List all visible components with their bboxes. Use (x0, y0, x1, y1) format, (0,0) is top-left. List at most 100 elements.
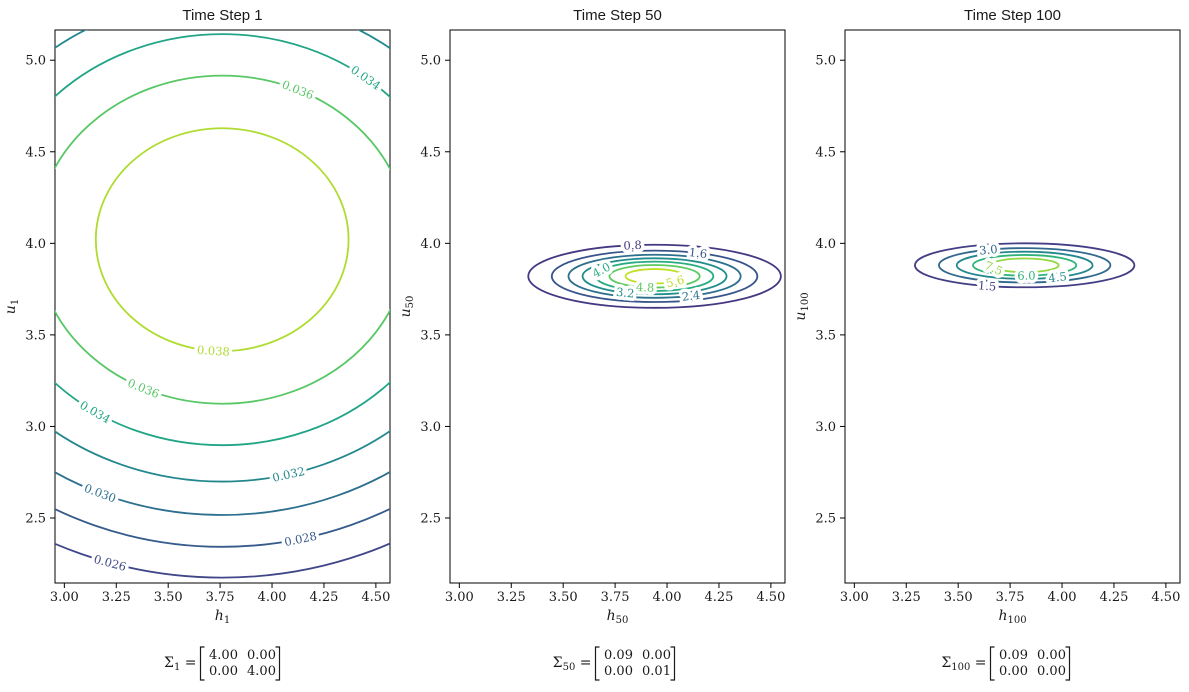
contour-label: 5.6 (665, 272, 686, 290)
chart-2: Time Step 503.00 3.25 3.50 3.75 4.00 4.25 4.50… (398, 7, 786, 681)
y-tick-label: 3.0 (420, 420, 441, 435)
contour-label: 0.8 (623, 238, 642, 253)
contour-label-halo: 0.8 (623, 238, 642, 253)
chart-title: Time Step 100 (964, 7, 1061, 24)
contour-lines: 0.80.8 1.61.62.42.43.23.24.04.04.84.8 5.65… (527, 234, 782, 309)
matrix-bracket-left (199, 646, 205, 681)
contour-label: 4.8 (636, 280, 655, 295)
y-tick-label: 2.5 (25, 511, 46, 526)
contour-label: 3.2 (615, 285, 635, 301)
contour-level-0.028 (55, 507, 390, 548)
x-tick-label: 3.25 (892, 590, 921, 605)
contour-label-halo: 4.8 (636, 280, 655, 295)
matrix-cell-1-0: 0.00 (604, 664, 633, 679)
y-axis-label: u50 (398, 296, 416, 318)
x-tick-label: 3.50 (549, 590, 578, 605)
y-tick-label: 2.5 (815, 511, 836, 526)
chart-title: Time Step 50 (573, 7, 662, 24)
contour-lines: 1.51.53.03.04.54.56.06.07.57.5 (914, 238, 1136, 297)
matrix-cell-1-1: 0.01 (642, 664, 671, 679)
chart-1: Time Step 1 3.00 3.25 3.50 3.75 4.00 4.25 4.50 2… (3, 7, 391, 681)
x-tick-label: 3.75 (601, 590, 630, 605)
contour-label: 2.4 (681, 288, 701, 304)
y-tick-label: 3.5 (815, 328, 836, 343)
matrix-cell-0-0: 4.00 (209, 648, 238, 663)
x-axis-label: h100 (998, 608, 1026, 626)
y-tick-label: 4.5 (420, 145, 441, 160)
contour-label-halo: 3.2 (615, 285, 635, 301)
x-tick-label: 3.25 (497, 590, 526, 605)
x-axis-label: h50 (607, 608, 629, 626)
matrix-bracket-right (1065, 646, 1071, 681)
y-tick-label: 4.0 (25, 237, 46, 252)
axes-frame (844, 29, 1181, 584)
matrix-cell-1-1: 4.00 (247, 664, 276, 679)
x-tick-label: 4.25 (1099, 590, 1128, 605)
axes-frame (449, 29, 786, 584)
contour-label: 0.038 (197, 343, 231, 359)
matrix-bracket-right (275, 646, 281, 681)
sigma-label: Σ50 = (553, 655, 592, 673)
chart-3: Time Step 100 3.00 3.25 3.50 3.75 4.00 4.25 4.5… (793, 7, 1181, 681)
matrix-cell-1-0: 0.00 (209, 664, 238, 679)
contour-label-halo: 0.038 (197, 343, 231, 359)
x-tick-label: 3.25 (102, 590, 131, 605)
y-tick-label: 5.0 (25, 54, 46, 69)
y-tick-label: 3.0 (25, 420, 46, 435)
matrix-cell-1-0: 0.00 (999, 664, 1028, 679)
contour-level-5.6 (624, 268, 685, 285)
covariance-annotation: Σ50 = 0.09 0.000.00 0.01 (553, 646, 676, 681)
matrix-cell-0-0: 0.09 (999, 648, 1028, 663)
contour-label-halo: 3.0 (979, 242, 999, 258)
contour-level-6.0 (972, 254, 1078, 277)
x-axis-label: h1 (215, 608, 230, 626)
x-tick-label: 3.75 (996, 590, 1025, 605)
contour-label: 7.5 (983, 258, 1005, 278)
x-tick-label: 3.50 (944, 590, 973, 605)
x-tick-label: 3.00 (840, 590, 869, 605)
contour-level-1.6 (550, 249, 759, 303)
y-axis-label: u1 (3, 299, 21, 314)
sigma-label: Σ100 = (941, 655, 986, 673)
contour-label-halo: 1.6 (688, 245, 708, 261)
contour-label-halo: 1.5 (977, 278, 996, 293)
contour-label: 0.026 (92, 552, 127, 574)
x-tick-label: 4.50 (361, 590, 390, 605)
chart-title: Time Step 1 (182, 7, 262, 24)
y-tick-label: 4.0 (815, 237, 836, 252)
x-tick-label: 4.00 (1048, 590, 1077, 605)
matrix-cell-0-0: 0.09 (604, 648, 633, 663)
matrix-cell-0-1: 0.00 (642, 648, 671, 663)
contour-level-0.034 (55, 33, 390, 447)
x-tick-label: 4.00 (258, 590, 287, 605)
contour-label: 0.034 (77, 398, 113, 427)
sigma-label: Σ1 = (164, 655, 196, 673)
y-tick-label: 4.5 (815, 145, 836, 160)
contour-level-4.5 (955, 250, 1094, 280)
matrix-bracket-left (989, 646, 995, 681)
contour-label: 6.0 (1017, 269, 1035, 283)
contour-label: 0.030 (82, 481, 118, 506)
y-tick-label: 5.0 (420, 54, 441, 69)
contour-label: 1.5 (977, 278, 996, 293)
covariance-annotation: Σ1 = 4.00 0.000.00 4.00 (164, 646, 281, 681)
y-tick-label: 3.5 (420, 328, 441, 343)
matrix-cell-0-1: 0.00 (247, 648, 276, 663)
contour-level-1.5 (914, 242, 1136, 289)
contour-label: 0.036 (280, 77, 316, 102)
contour-label: 1.6 (688, 245, 708, 261)
contour-level-0.026 (55, 542, 390, 579)
y-tick-label: 3.5 (25, 328, 46, 343)
x-tick-label: 4.50 (756, 590, 785, 605)
contour-label-halo: 2.4 (681, 288, 701, 304)
x-tick-label: 3.00 (50, 590, 79, 605)
contour-level-2.4 (567, 253, 742, 299)
y-tick-label: 3.0 (815, 420, 836, 435)
y-tick-label: 4.0 (420, 237, 441, 252)
matrix-cell-1-1: 0.00 (1037, 664, 1066, 679)
contour-level-4.8 (608, 264, 701, 289)
x-tick-label: 4.00 (653, 590, 682, 605)
y-axis-label: u100 (793, 292, 811, 320)
